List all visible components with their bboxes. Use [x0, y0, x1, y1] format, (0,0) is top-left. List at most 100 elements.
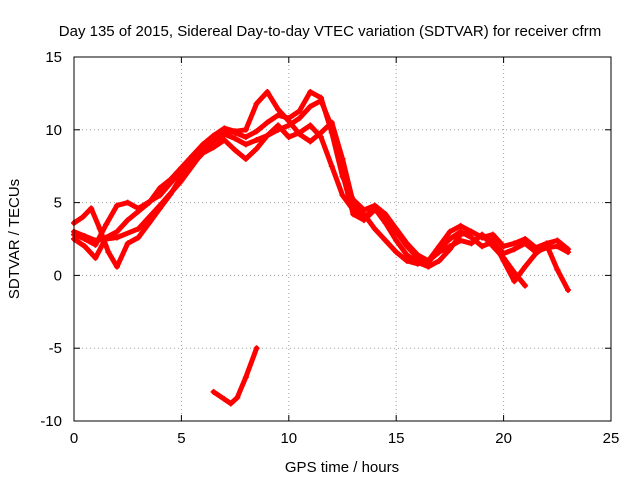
data-point — [393, 249, 400, 256]
data-point — [242, 141, 249, 148]
y-tick-label: -10 — [40, 413, 62, 430]
data-point — [307, 88, 314, 95]
data-point — [105, 249, 112, 256]
chart-title: Day 135 of 2015, Sidereal Day-to-day VTE… — [59, 23, 601, 40]
data-point — [156, 205, 163, 212]
data-point — [232, 147, 239, 154]
data-point — [307, 138, 314, 145]
y-tick-label: -5 — [49, 340, 62, 357]
data-point — [414, 252, 421, 259]
data-point — [511, 246, 518, 253]
y-axis-label: SDTVAR / TECUs — [6, 179, 23, 299]
data-point — [221, 136, 228, 143]
data-point — [457, 222, 464, 229]
data-point — [146, 199, 153, 206]
data-point — [79, 214, 86, 221]
data-point — [296, 115, 303, 122]
data-point — [167, 176, 174, 183]
data-point — [285, 134, 292, 141]
data-point — [296, 107, 303, 114]
data-point — [382, 237, 389, 244]
data-point — [543, 241, 550, 248]
data-point — [221, 396, 228, 403]
data-point — [468, 234, 475, 241]
data-point — [124, 199, 131, 206]
series-line-track-2 — [71, 89, 571, 264]
data-point — [403, 240, 410, 247]
data-point — [113, 263, 120, 270]
data-point — [124, 217, 131, 224]
data-point — [135, 208, 142, 215]
data-point — [253, 136, 260, 143]
x-axis-label: GPS time / hours — [285, 459, 399, 476]
data-point — [382, 219, 389, 226]
data-point — [264, 132, 271, 139]
data-point — [403, 252, 410, 259]
data-point — [146, 219, 153, 226]
data-point — [500, 257, 507, 264]
data-point — [403, 257, 410, 264]
y-tick-label: 15 — [45, 49, 62, 66]
grid-lines — [74, 57, 611, 421]
data-point — [253, 345, 260, 352]
data-point — [393, 225, 400, 232]
data-point — [242, 126, 249, 133]
data-point — [264, 88, 271, 95]
data-point — [554, 243, 561, 250]
data-point — [565, 246, 572, 253]
x-tick-label: 10 — [280, 430, 297, 447]
data-point — [339, 155, 346, 162]
data-point — [414, 259, 421, 266]
data-point — [113, 234, 120, 241]
data-point — [135, 225, 142, 232]
data-point — [275, 122, 282, 129]
data-point — [227, 400, 234, 407]
data-point — [96, 225, 103, 232]
data-point — [500, 243, 507, 250]
data-point — [393, 237, 400, 244]
data-point — [522, 263, 529, 270]
data-point — [532, 244, 539, 251]
data-point — [339, 192, 346, 199]
x-tick-label: 15 — [388, 430, 405, 447]
data-point — [425, 257, 432, 264]
data-point — [522, 236, 529, 242]
data-point — [210, 144, 217, 151]
data-point — [253, 145, 260, 152]
data-point — [232, 135, 239, 142]
data-point — [350, 199, 357, 206]
data-point — [446, 228, 453, 235]
data-point — [328, 163, 335, 170]
plot-frame — [73, 56, 612, 422]
data-point — [81, 243, 88, 250]
data-point — [436, 243, 443, 250]
data-point — [468, 228, 475, 235]
data-point — [156, 185, 163, 192]
data-point — [81, 236, 88, 242]
data-point — [446, 246, 453, 253]
data-point — [350, 206, 357, 213]
data-point — [199, 150, 206, 157]
data-point — [436, 257, 443, 264]
data-point — [221, 125, 228, 132]
data-point — [307, 122, 314, 129]
data-point — [264, 119, 271, 126]
data-point — [522, 282, 529, 289]
data-point — [554, 266, 561, 273]
data-point — [425, 263, 432, 270]
data-point — [446, 236, 453, 242]
data-point — [285, 118, 292, 125]
data-point — [156, 192, 163, 199]
data-point — [242, 134, 249, 141]
data-point — [253, 128, 260, 135]
y-tick-label: 5 — [54, 195, 62, 212]
data-point — [554, 237, 561, 244]
data-point — [242, 155, 249, 162]
data-point — [489, 237, 496, 244]
x-tick-label: 25 — [603, 430, 620, 447]
data-point — [565, 286, 572, 293]
data-point — [436, 249, 443, 256]
data-point — [253, 100, 260, 107]
series-group — [71, 88, 572, 407]
